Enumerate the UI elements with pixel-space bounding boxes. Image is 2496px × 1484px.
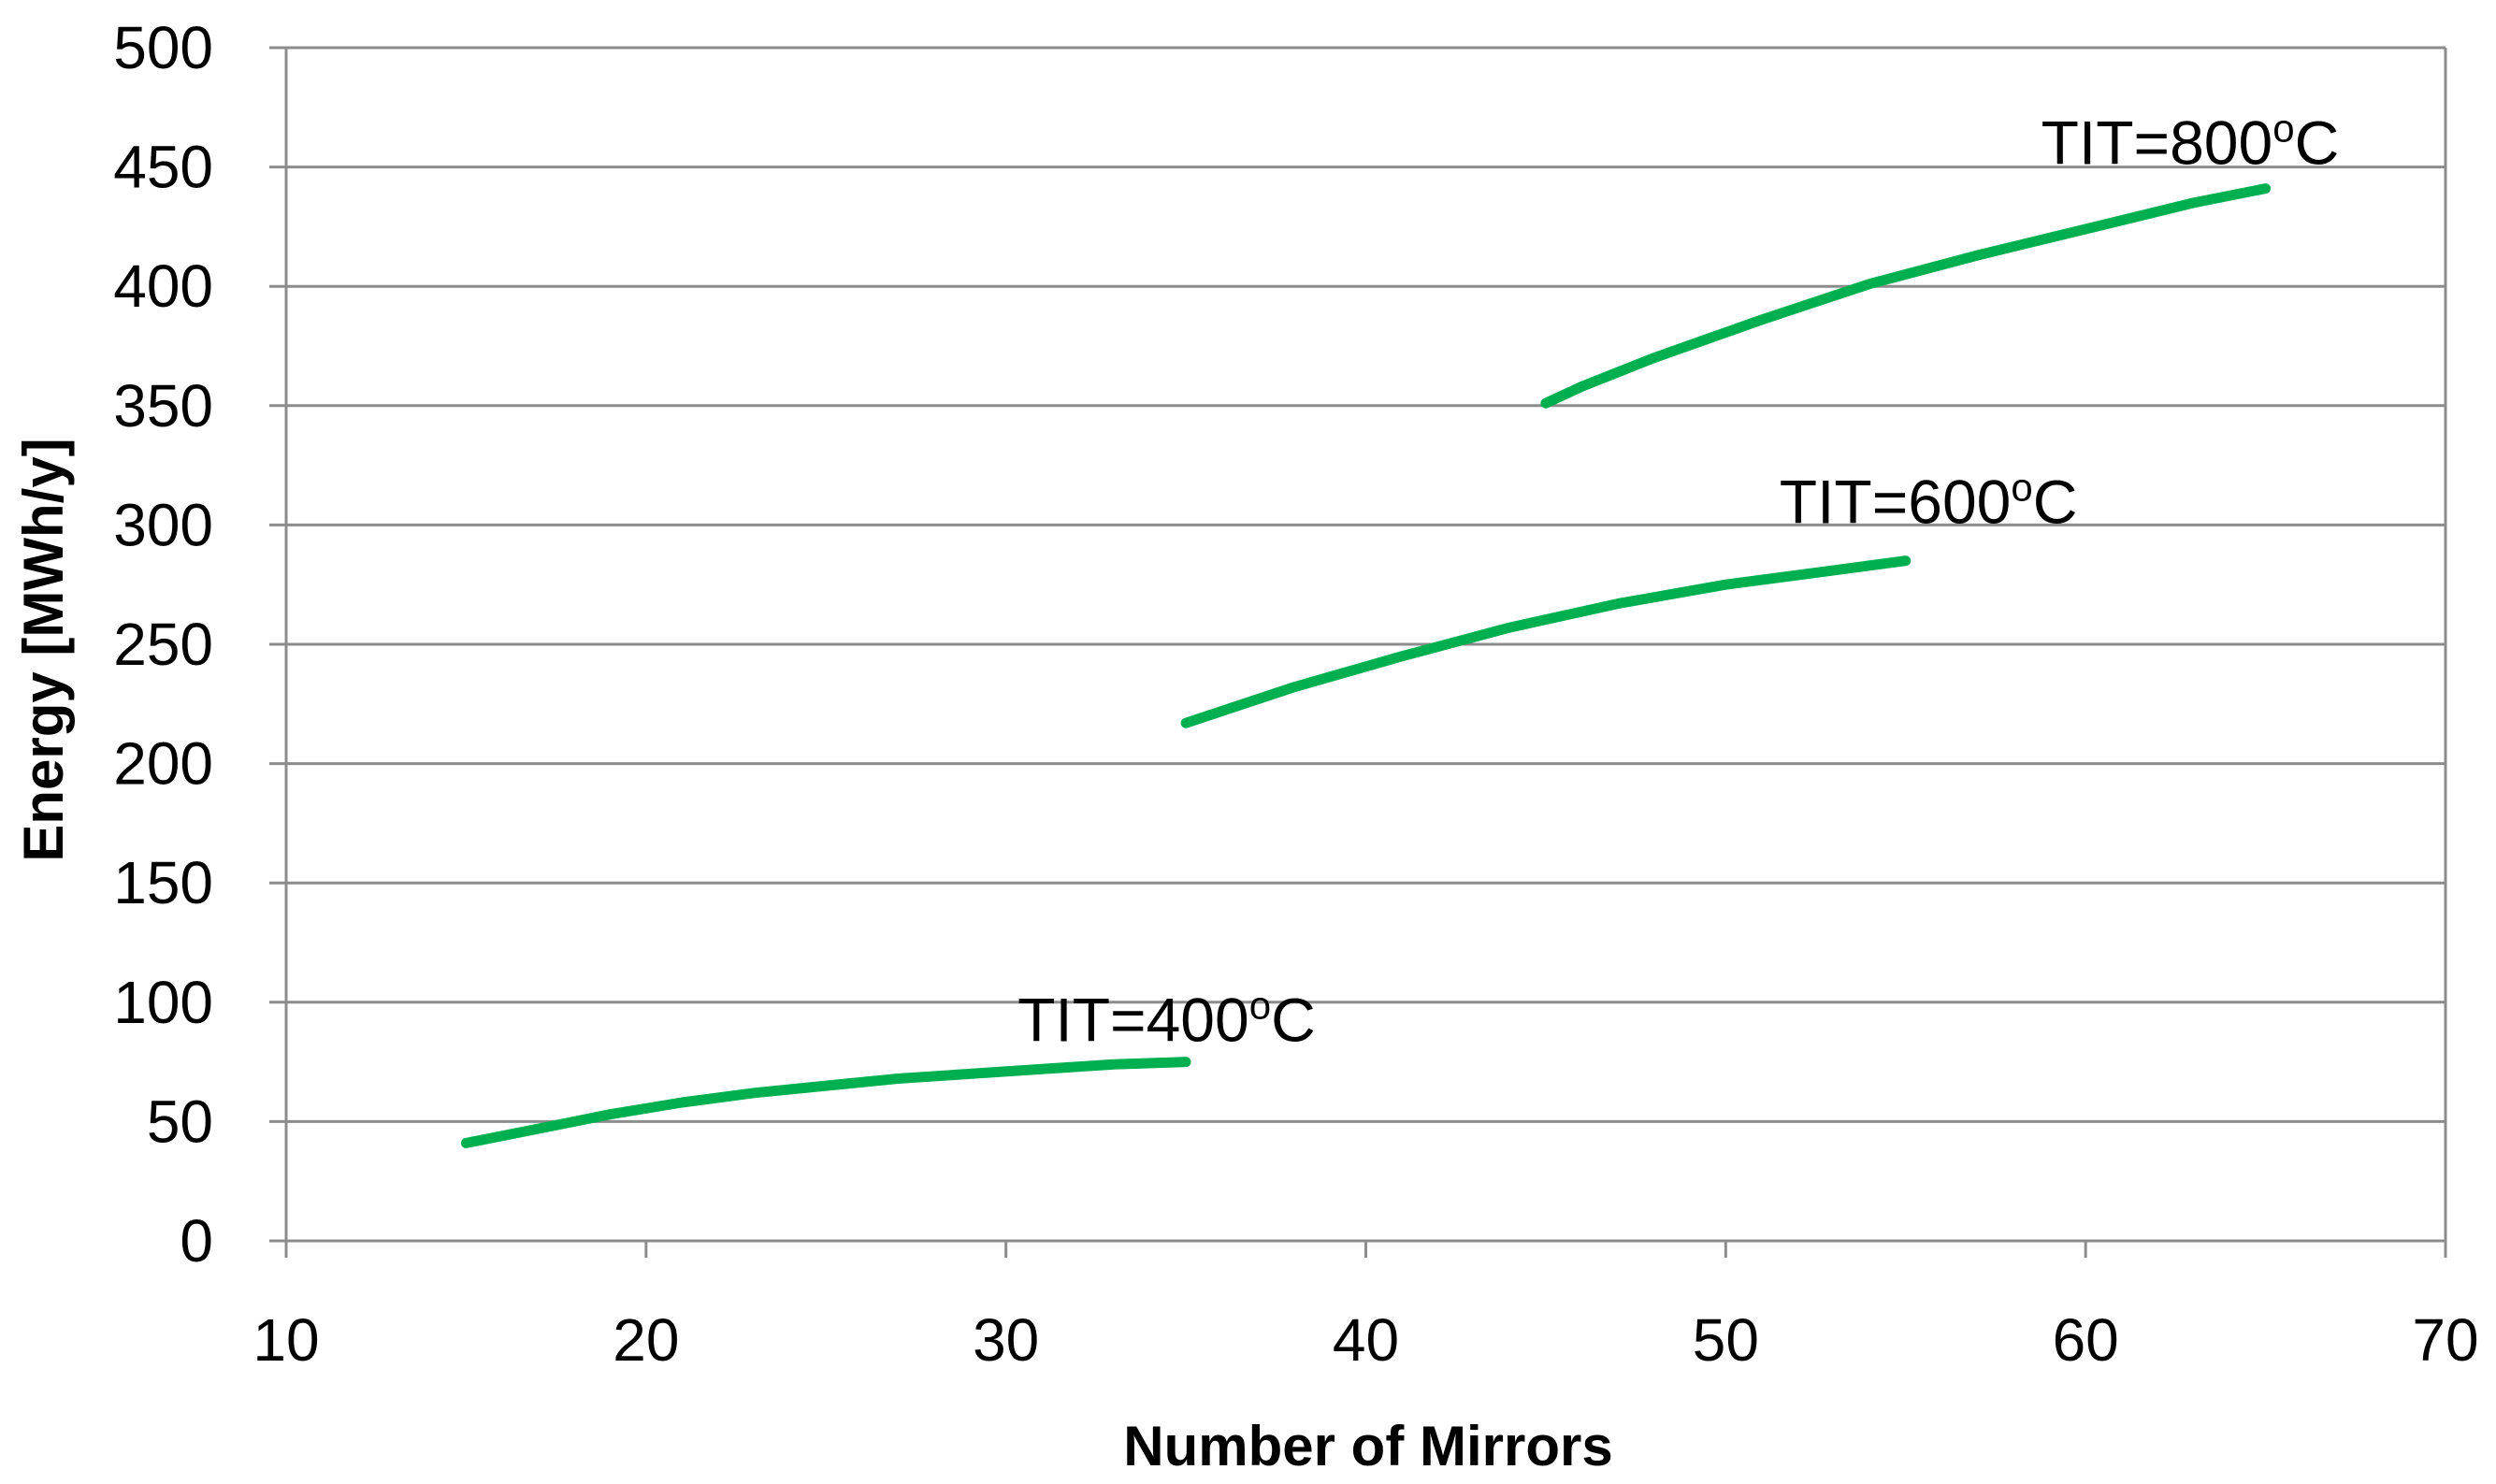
series-lines	[460, 183, 2272, 1148]
y-tick-label: 100	[113, 969, 213, 1036]
y-tick-label: 500	[113, 14, 213, 81]
x-axis-title: Number of Mirrors	[1123, 1415, 1612, 1477]
y-axis-tick-labels: 0 50 100 150 200 250 300 350 400 450 500	[113, 14, 213, 1275]
y-tick-label: 0	[180, 1207, 213, 1275]
x-tick-label: 60	[2053, 1306, 2119, 1374]
series-annotation-1: TIT=400oC	[1017, 984, 1316, 1055]
axes	[269, 46, 2447, 1258]
y-tick-label: 450	[113, 134, 213, 201]
series-annotation-3: TIT=800oC	[2042, 107, 2340, 178]
x-axis-tick-labels: 10 20 30 40 50 60 70	[252, 1306, 2478, 1374]
x-tick-label: 30	[973, 1306, 1039, 1374]
y-tick-label: 350	[113, 372, 213, 439]
series-annotation-2: TIT=600oC	[1780, 466, 2078, 537]
y-axis-title: Energy [MWh/y]	[12, 438, 75, 861]
y-tick-label: 200	[113, 730, 213, 798]
series-line-2	[1180, 555, 1912, 728]
x-tick-label: 10	[252, 1306, 319, 1374]
x-tick-label: 50	[1693, 1306, 1759, 1374]
x-tick-label: 20	[613, 1306, 679, 1374]
y-tick-label: 300	[113, 491, 213, 558]
y-tick-label: 50	[147, 1088, 213, 1155]
x-tick-label: 70	[2412, 1306, 2478, 1374]
x-tick-label: 40	[1333, 1306, 1399, 1374]
y-tick-label: 400	[113, 252, 213, 320]
gridlines	[286, 46, 2447, 1241]
series-line-1	[460, 1057, 1191, 1148]
y-tick-label: 150	[113, 849, 213, 916]
series-line-3	[1540, 183, 2272, 409]
series-annotations: TIT=400oC TIT=600oC TIT=800oC	[1017, 107, 2339, 1055]
y-tick-label: 250	[113, 611, 213, 678]
